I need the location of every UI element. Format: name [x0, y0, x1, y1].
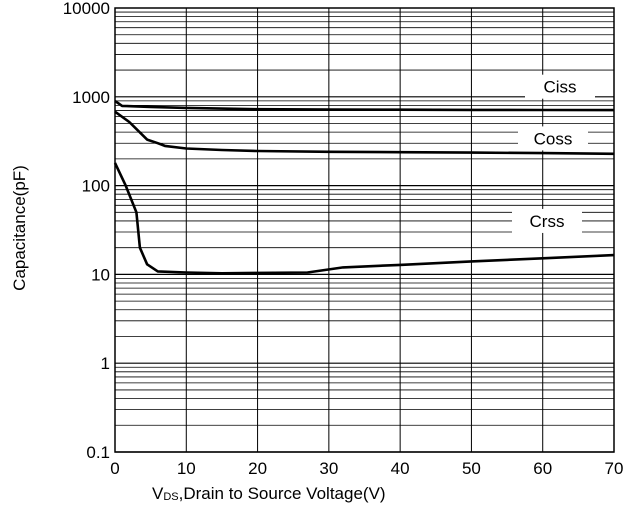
series-label-bg — [518, 126, 588, 151]
x-tick-label: 30 — [319, 459, 338, 478]
series-label-coss: Coss — [534, 129, 573, 148]
series-ciss-line — [114, 99, 615, 112]
series-crss-line — [113, 162, 615, 275]
x-tick-label: 40 — [391, 459, 410, 478]
y-tick-label: 10000 — [63, 0, 110, 18]
y-tick-label: 10 — [91, 265, 110, 284]
series-lines — [113, 99, 615, 275]
x-axis-label: VDS,Drain to Source Voltage(V) — [152, 484, 386, 504]
y-tick-label: 1 — [101, 354, 110, 373]
x-axis-label-v: V — [152, 484, 164, 503]
plot-frame — [114, 7, 615, 453]
x-tick-label: 10 — [177, 459, 196, 478]
tick-labels: 0 10 20 30 40 50 60 70 0.1 1 10 100 1000 10000 — [63, 0, 624, 478]
x-axis-label-rest: ,Drain to Source Voltage(V) — [178, 484, 386, 503]
y-tick-label: 100 — [82, 177, 110, 196]
x-tick-label: 70 — [605, 459, 624, 478]
y-tick-label: 0.1 — [86, 443, 110, 462]
series-label-bg — [525, 74, 595, 99]
y-tick-label: 1000 — [72, 88, 110, 107]
y-axis-label-container: Capacitance(pF) — [10, 165, 29, 291]
x-tick-label: 0 — [110, 459, 119, 478]
series-coss-line — [114, 110, 615, 156]
series-label-bg — [512, 208, 582, 233]
series-labels: Ciss Coss Crss — [512, 74, 595, 233]
y-axis-label: Capacitance(pF) — [10, 165, 29, 291]
series-label-ciss: Ciss — [543, 78, 576, 97]
x-tick-label: 20 — [248, 459, 267, 478]
x-tick-label: 50 — [462, 459, 481, 478]
x-tick-label: 60 — [533, 459, 552, 478]
x-axis-label-subscript: DS — [163, 491, 179, 503]
series-label-crss: Crss — [530, 212, 565, 231]
